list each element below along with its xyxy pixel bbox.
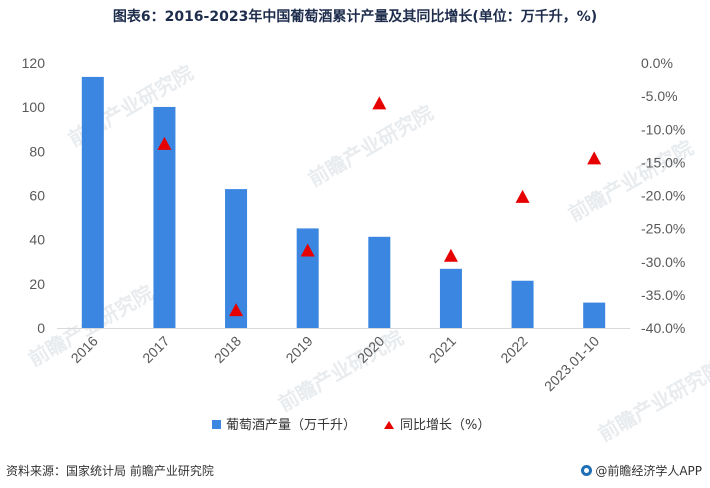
legend-triangle-swatch [384,421,394,429]
y-left-tick-label: 20 [29,276,45,292]
y-right-tick-label: -30.0% [641,254,685,270]
growth-marker [515,189,530,203]
x-tick-label: 2021 [426,333,459,366]
chart-title: 图表6：2016-2023年中国葡萄酒累计产量及其同比增长(单位：万千升，%) [112,9,598,25]
growth-marker [300,243,315,257]
brand-logo-icon [581,465,593,476]
bar [81,76,104,328]
y-right-tick-label: -35.0% [641,287,685,303]
y-left-tick-label: 100 [22,99,46,115]
legend-bar-label: 葡萄酒产量（万千升） [226,418,356,433]
growth-marker [157,136,172,150]
y-left-tick-label: 80 [29,143,45,159]
growth-marker [443,248,458,262]
x-tick-label: 2022 [497,333,530,366]
brand-text: @前瞻经济学人APP [595,464,702,478]
bar [225,189,248,328]
y-right-tick-label: 0.0% [641,55,673,71]
y-right-tick-label: -10.0% [641,121,685,137]
y-left-tick-label: 0 [37,320,45,336]
y-right-tick-label: -40.0% [641,320,685,336]
x-tick-label: 2016 [68,333,101,366]
bar [439,268,462,328]
bar [583,302,606,328]
legend-triangle-label: 同比增长（%） [400,418,490,433]
legend: 葡萄酒产量（万千升） 同比增长（%） [212,418,490,433]
x-tick-label: 2023.01-10 [541,333,603,395]
x-tick-label: 2017 [139,333,172,366]
legend-bar-swatch [212,420,221,429]
source-note: 资料来源：国家统计局 前瞻产业研究院 [6,464,214,478]
y-left-tick-label: 40 [29,232,45,248]
x-tick-label: 2018 [211,333,244,366]
growth-marker [587,151,602,165]
growth-marker [372,96,387,110]
bar [296,228,319,328]
bar [368,236,391,328]
y-left-tick-label: 120 [22,55,46,71]
y-right-tick-label: -25.0% [641,221,685,237]
y-right-tick-label: -20.0% [641,188,685,204]
bar [511,280,534,328]
bar [153,106,176,328]
y-right-tick-label: -15.0% [641,154,685,170]
x-tick-label: 2019 [282,333,315,366]
x-tick-label: 2020 [354,333,387,366]
brand-footer: @前瞻经济学人APP [581,462,702,479]
growth-marker [229,303,244,317]
y-right-tick-label: -5.0% [641,88,678,104]
y-left-tick-label: 60 [29,188,45,204]
